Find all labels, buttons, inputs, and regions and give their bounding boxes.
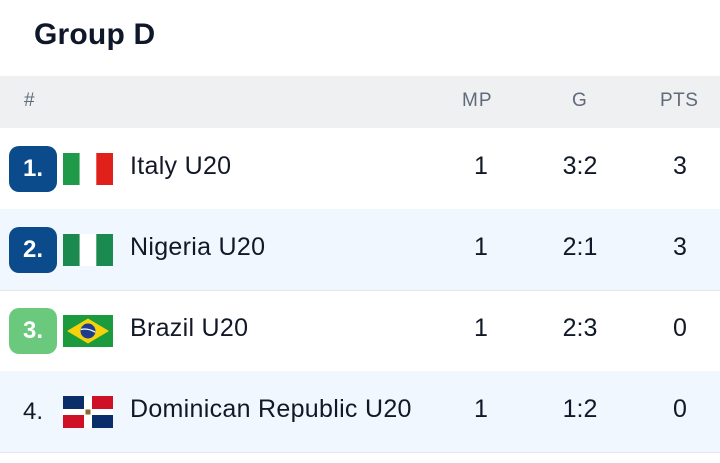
goals: 2:1: [562, 233, 598, 261]
matches-played-column-header[interactable]: MP: [462, 90, 493, 111]
goals: 1:2: [562, 395, 598, 423]
table-row[interactable]: 4. Dominican Republic U20 1 1:2 0: [0, 371, 720, 453]
goals: 3:2: [562, 152, 598, 180]
rank-badge: 1.: [9, 146, 57, 192]
brazil-flag-icon: [63, 315, 113, 347]
points-column-header[interactable]: PTS: [660, 90, 699, 111]
team-name[interactable]: Dominican Republic U20: [130, 395, 412, 423]
matches-played: 1: [474, 152, 488, 180]
table-row[interactable]: 3. Brazil U20 1 2:3 0: [0, 290, 720, 372]
team-name[interactable]: Nigeria U20: [130, 233, 266, 261]
points: 3: [673, 152, 687, 180]
group-title: Group D: [34, 18, 156, 51]
points: 3: [673, 233, 687, 261]
matches-played: 1: [474, 395, 488, 423]
table-row[interactable]: 2. Nigeria U20 1 2:1 3: [0, 209, 720, 291]
points: 0: [673, 395, 687, 423]
italy-flag-icon: [63, 153, 113, 185]
nigeria-flag-icon: [63, 234, 113, 266]
rank-column-header: #: [24, 90, 35, 111]
goals: 2:3: [562, 314, 598, 342]
points: 0: [673, 314, 687, 342]
rank-badge: 2.: [9, 227, 57, 273]
matches-played: 1: [474, 314, 488, 342]
table-header: # MP G PTS: [0, 76, 720, 128]
team-name[interactable]: Italy U20: [130, 152, 232, 180]
rank-badge: 3.: [9, 308, 57, 354]
team-name[interactable]: Brazil U20: [130, 314, 249, 342]
dominican-republic-flag-icon: [63, 396, 113, 428]
matches-played: 1: [474, 233, 488, 261]
rank-label: 4.: [22, 398, 43, 425]
table-row[interactable]: 1. Italy U20 1 3:2 3: [0, 128, 720, 210]
goals-column-header[interactable]: G: [572, 90, 587, 111]
